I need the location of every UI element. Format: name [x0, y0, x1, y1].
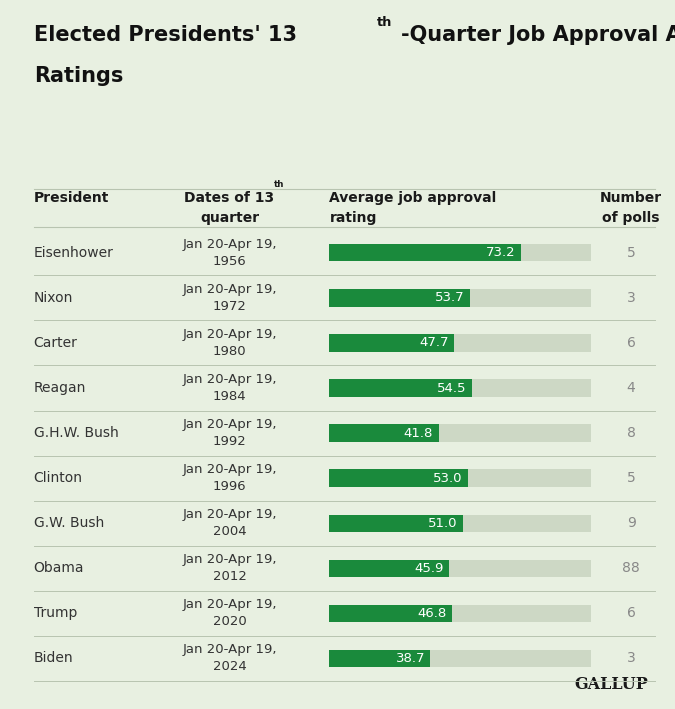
Text: Biden: Biden — [34, 651, 74, 665]
Text: 53.0: 53.0 — [433, 471, 462, 484]
Text: 5: 5 — [627, 471, 635, 485]
Text: President: President — [34, 191, 109, 206]
Text: Jan 20-Apr 19,
1972: Jan 20-Apr 19, 1972 — [182, 283, 277, 313]
Text: Trump: Trump — [34, 606, 77, 620]
Text: Ratings: Ratings — [34, 66, 123, 86]
Text: 6: 6 — [626, 336, 636, 350]
Text: 4: 4 — [627, 381, 635, 395]
Text: -Quarter Job Approval Average: -Quarter Job Approval Average — [401, 25, 675, 45]
Text: Jan 20-Apr 19,
1984: Jan 20-Apr 19, 1984 — [182, 373, 277, 403]
Text: 47.7: 47.7 — [419, 337, 449, 350]
Text: Jan 20-Apr 19,
1980: Jan 20-Apr 19, 1980 — [182, 328, 277, 358]
Text: 3: 3 — [627, 291, 635, 305]
Text: 3: 3 — [627, 651, 635, 665]
Text: 8: 8 — [626, 426, 636, 440]
Text: 38.7: 38.7 — [396, 652, 425, 664]
Text: Obama: Obama — [34, 561, 84, 575]
Text: GALLUP: GALLUP — [574, 676, 648, 693]
Text: 51.0: 51.0 — [428, 517, 457, 530]
Text: quarter: quarter — [200, 211, 259, 225]
Text: Jan 20-Apr 19,
1956: Jan 20-Apr 19, 1956 — [182, 238, 277, 268]
Text: 88: 88 — [622, 561, 640, 575]
Text: Clinton: Clinton — [34, 471, 83, 485]
Text: Nixon: Nixon — [34, 291, 73, 305]
Text: 46.8: 46.8 — [417, 607, 446, 620]
Text: G.W. Bush: G.W. Bush — [34, 516, 104, 530]
Text: Elected Presidents' 13: Elected Presidents' 13 — [34, 25, 297, 45]
Text: 41.8: 41.8 — [404, 427, 433, 440]
Text: 5: 5 — [627, 246, 635, 260]
Text: Jan 20-Apr 19,
2020: Jan 20-Apr 19, 2020 — [182, 598, 277, 628]
Text: G.H.W. Bush: G.H.W. Bush — [34, 426, 119, 440]
Text: Average job approval
rating: Average job approval rating — [329, 191, 497, 225]
Text: 54.5: 54.5 — [437, 381, 466, 394]
Text: Jan 20-Apr 19,
1996: Jan 20-Apr 19, 1996 — [182, 463, 277, 493]
Text: Jan 20-Apr 19,
2024: Jan 20-Apr 19, 2024 — [182, 643, 277, 673]
Text: th: th — [377, 16, 392, 29]
Text: 73.2: 73.2 — [485, 247, 515, 259]
Text: Dates of 13: Dates of 13 — [184, 191, 275, 206]
Text: Number
of polls: Number of polls — [600, 191, 662, 225]
Text: 6: 6 — [626, 606, 636, 620]
Text: Eisenhower: Eisenhower — [34, 246, 113, 260]
Text: Jan 20-Apr 19,
2004: Jan 20-Apr 19, 2004 — [182, 508, 277, 538]
Text: th: th — [273, 180, 284, 189]
Text: Reagan: Reagan — [34, 381, 86, 395]
Text: 9: 9 — [626, 516, 636, 530]
Text: Carter: Carter — [34, 336, 78, 350]
Text: Jan 20-Apr 19,
1992: Jan 20-Apr 19, 1992 — [182, 418, 277, 448]
Text: 53.7: 53.7 — [435, 291, 464, 304]
Text: Jan 20-Apr 19,
2012: Jan 20-Apr 19, 2012 — [182, 553, 277, 583]
Text: 45.9: 45.9 — [414, 562, 444, 574]
